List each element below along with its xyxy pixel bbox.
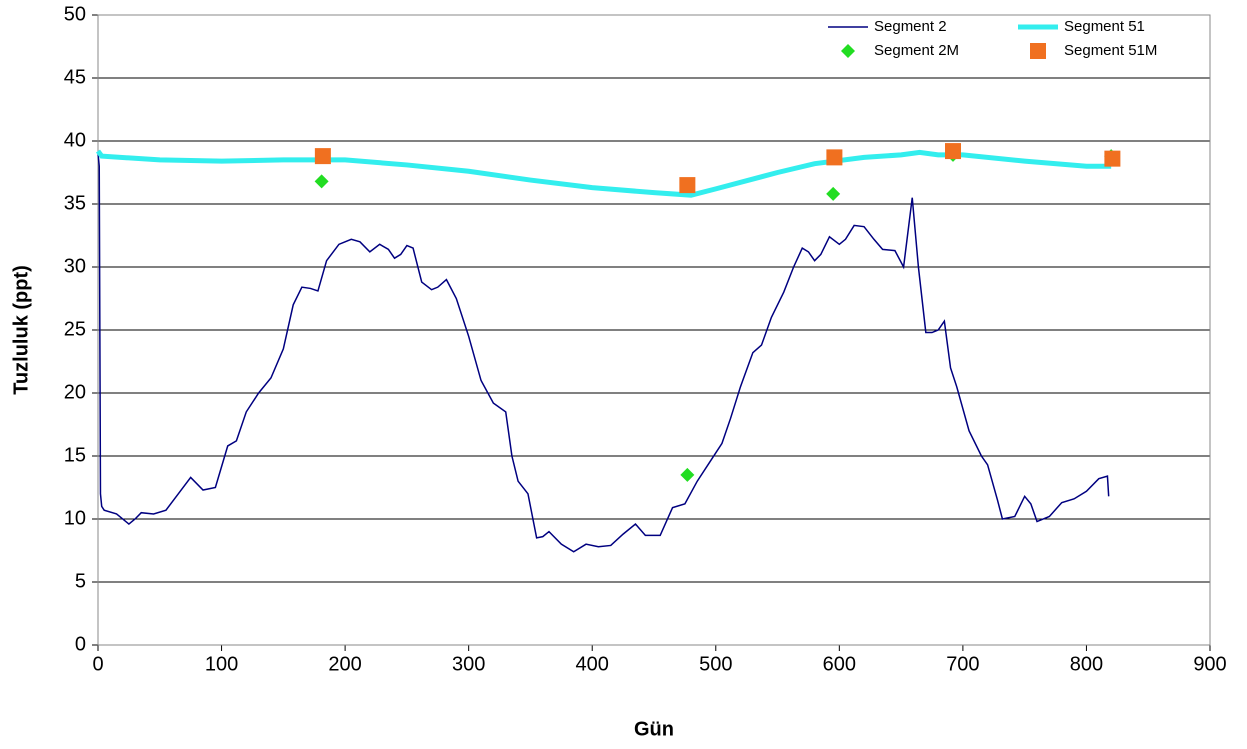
y-tick-label: 35 <box>64 192 86 214</box>
point <box>314 148 331 165</box>
y-axis-label: Tuzluluk (ppt) <box>10 265 32 395</box>
y-tick-label: 10 <box>64 507 86 529</box>
plot-frame <box>97 14 1211 646</box>
x-tick-label: 900 <box>1193 653 1226 675</box>
legend-label: Segment 2 <box>874 18 947 35</box>
y-tick-label: 30 <box>64 255 86 277</box>
x-tick-label: 200 <box>328 653 361 675</box>
y-tick-label: 50 <box>64 3 86 25</box>
point <box>680 467 695 482</box>
legend-label: Segment 2M <box>874 42 959 59</box>
x-tick-label: 100 <box>205 653 238 675</box>
point <box>826 149 843 166</box>
x-tick-label: 500 <box>699 653 732 675</box>
line <box>97 153 1110 553</box>
y-tick-label: 25 <box>64 318 86 340</box>
x-tick-label: 800 <box>1070 653 1103 675</box>
point <box>314 174 329 189</box>
point <box>679 177 696 194</box>
legend-label: Segment 51M <box>1064 42 1157 59</box>
y-tick-label: 20 <box>64 381 86 403</box>
x-tick-label: 0 <box>92 653 103 675</box>
x-tick-label: 600 <box>823 653 856 675</box>
x-tick-label: 400 <box>576 653 609 675</box>
x-tick-label: 300 <box>452 653 485 675</box>
y-tick-label: 40 <box>64 129 86 151</box>
x-tick-label: 700 <box>946 653 979 675</box>
y-tick-label: 45 <box>64 66 86 88</box>
y-tick-label: 0 <box>75 633 86 655</box>
y-tick-label: 15 <box>64 444 86 466</box>
point <box>826 186 841 201</box>
legend-swatch <box>841 44 855 58</box>
legend-label: Segment 51 <box>1064 18 1145 35</box>
y-tick-label: 5 <box>75 570 86 592</box>
x-axis-label: Gün <box>634 718 674 740</box>
point <box>1104 150 1121 167</box>
legend-swatch <box>1030 43 1046 59</box>
point <box>945 143 962 160</box>
